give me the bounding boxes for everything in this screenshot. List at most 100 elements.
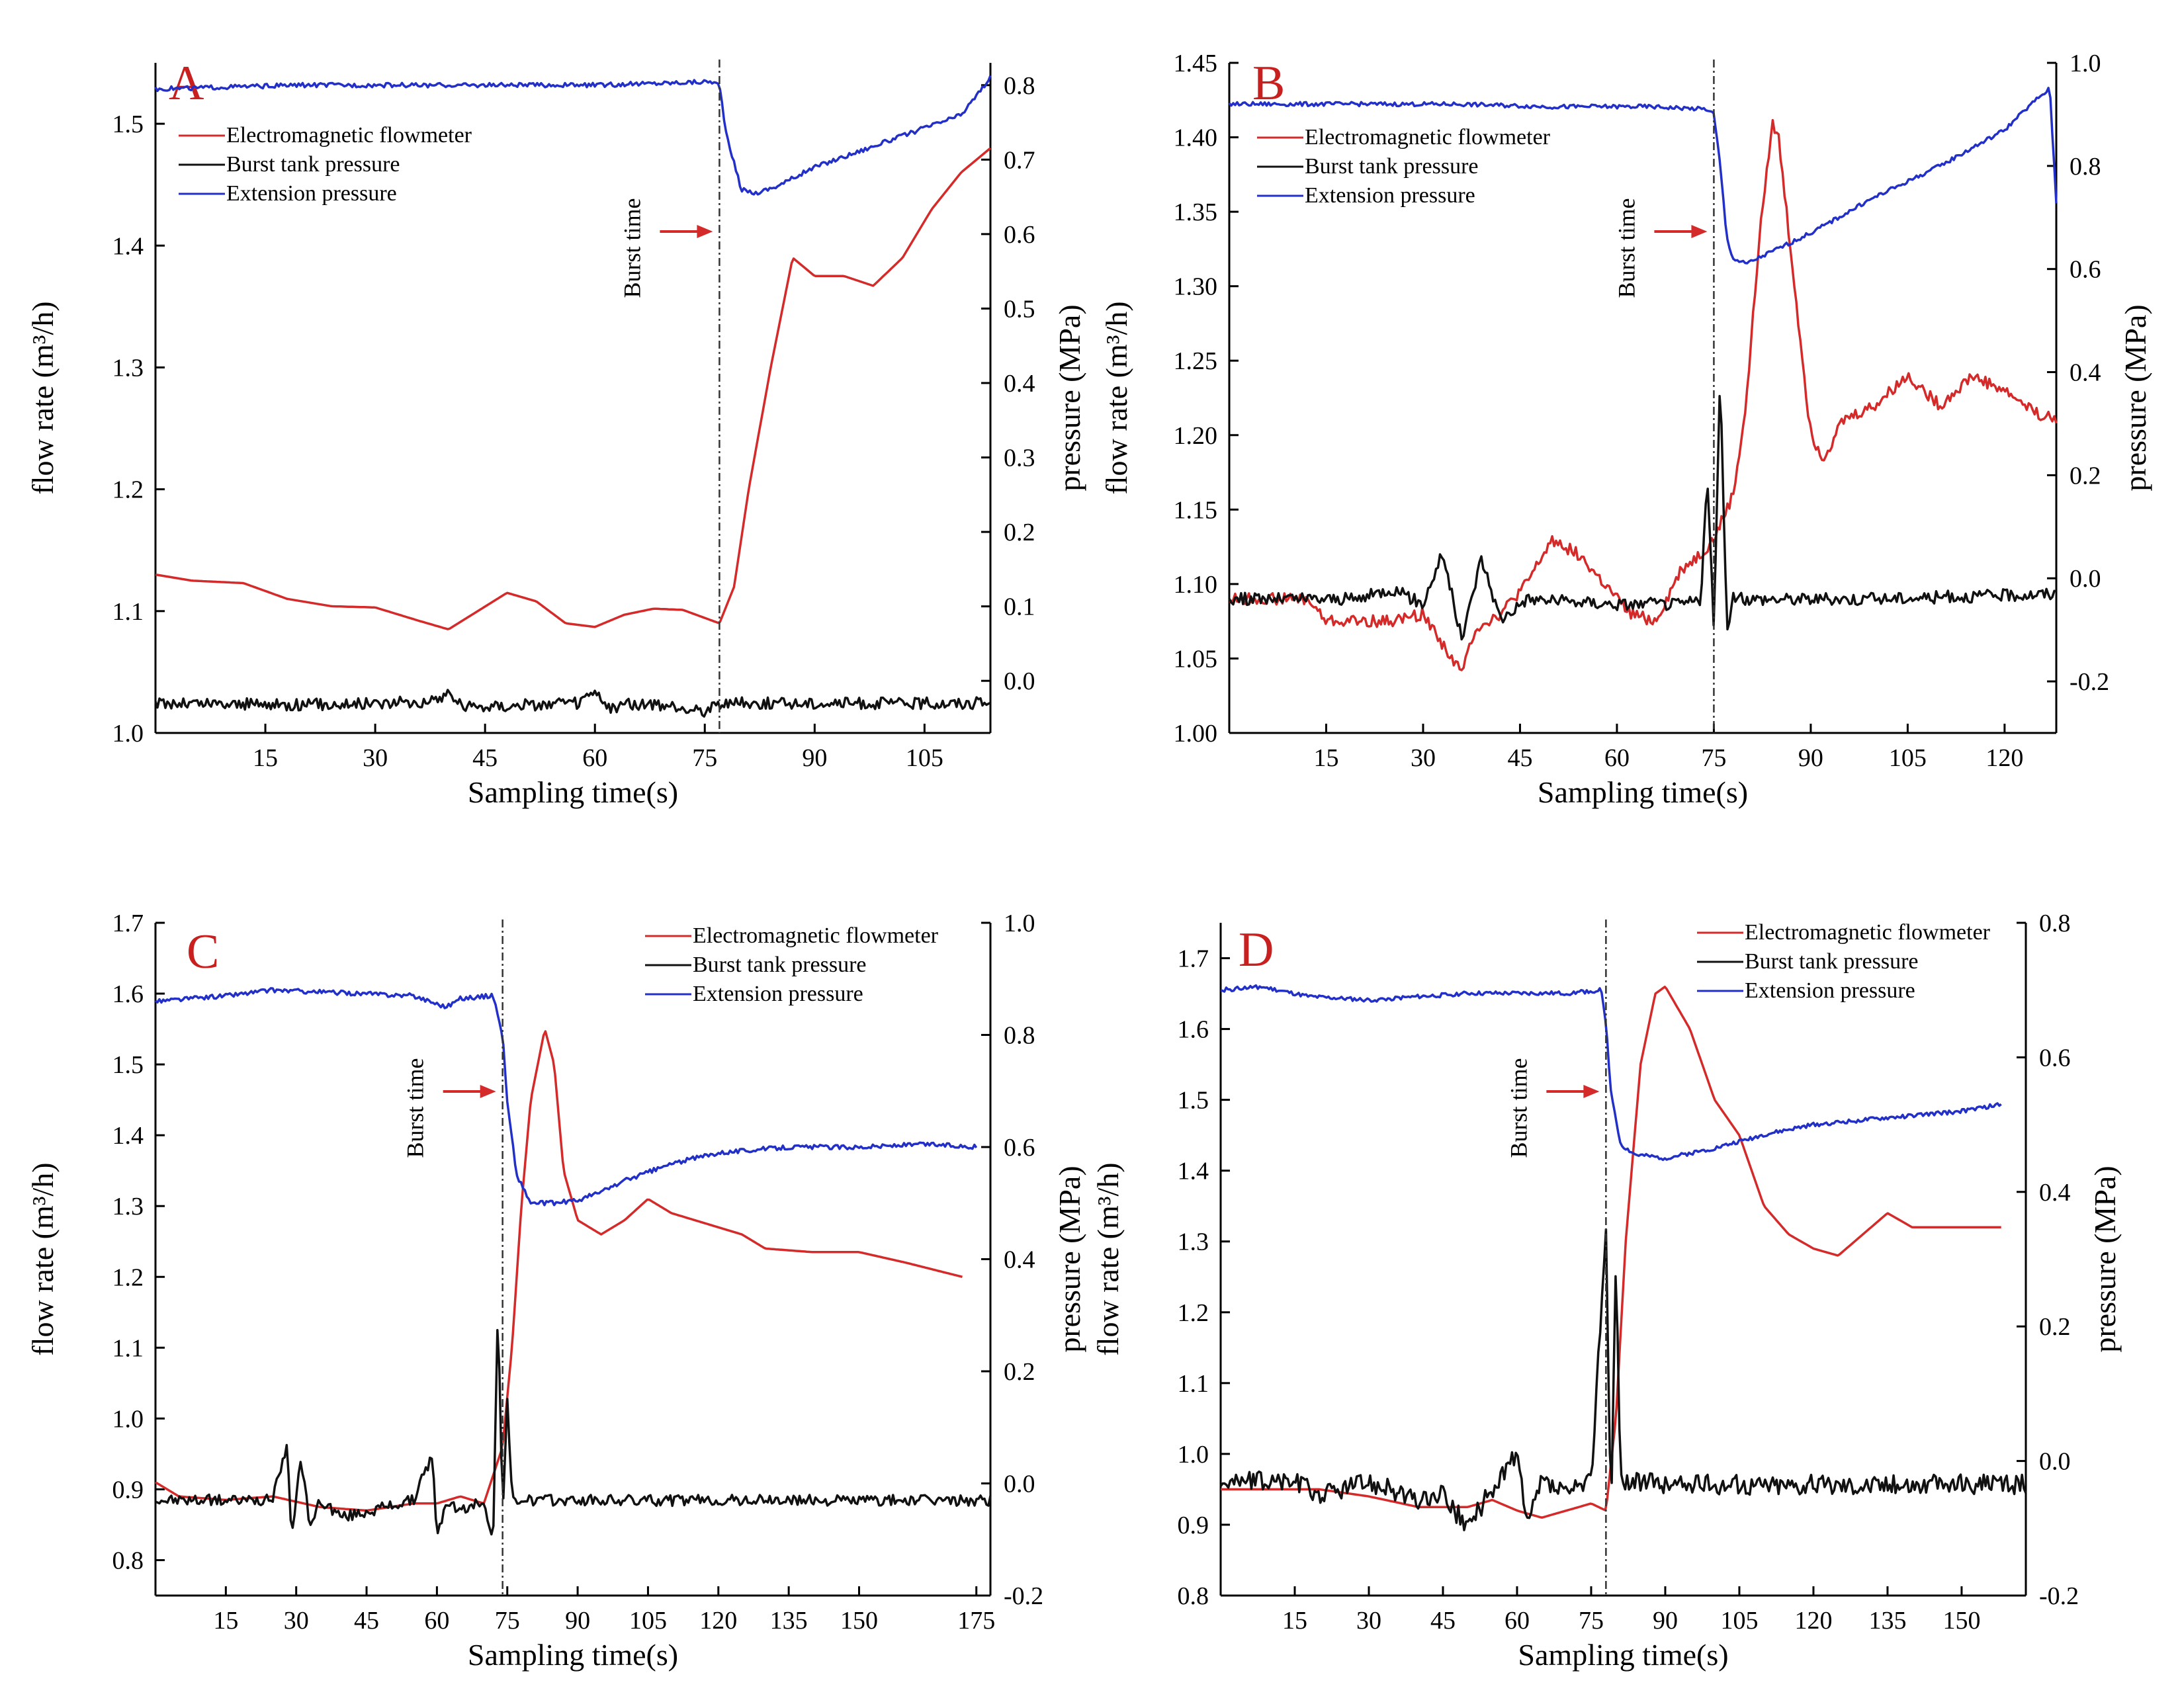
y-left-tick-label: 1.3 xyxy=(112,354,144,382)
legend: Electromagnetic flowmeter Burst tank pres… xyxy=(179,123,472,206)
x-tick-label: 30 xyxy=(1411,744,1436,772)
y-right-tick-label: 0.3 xyxy=(1004,445,1035,472)
x-axis-title: Sampling time(s) xyxy=(468,1638,678,1672)
y-right-tick-label: -0.2 xyxy=(1004,1582,1043,1610)
x-tick-label: 75 xyxy=(495,1607,520,1635)
y-right-tick-label: 0.4 xyxy=(2039,1179,2071,1207)
y-left-tick-label: 1.0 xyxy=(112,720,144,747)
y-left-tick-label: 1.6 xyxy=(112,980,144,1008)
y-right-tick-label: 0.2 xyxy=(2039,1313,2071,1341)
y-left-tick-label: 1.3 xyxy=(112,1193,144,1220)
x-tick-label: 90 xyxy=(1798,744,1823,772)
legend-label: Extension pressure xyxy=(1745,978,1915,1003)
y-left-tick-label: 0.9 xyxy=(112,1476,144,1504)
series-line-electromagnetic-flowmeter xyxy=(155,147,992,630)
y-left-tick-label: 1.6 xyxy=(1178,1016,1209,1044)
y-left-tick-label: 1.0 xyxy=(1178,1441,1209,1469)
y-right-tick-label: 0.6 xyxy=(2039,1044,2071,1072)
legend-label: Electromagnetic flowmeter xyxy=(693,923,939,948)
y-right-tick-label: 0.6 xyxy=(1004,221,1035,249)
x-tick-label: 135 xyxy=(1868,1607,1906,1635)
y-left-tick-label: 1.5 xyxy=(112,110,144,138)
y-left-tick-label: 1.2 xyxy=(112,476,144,504)
y-right-tick-label: -0.2 xyxy=(2039,1582,2079,1610)
series-line-extension-pressure xyxy=(154,987,978,1207)
burst-time-label: Burst time xyxy=(402,1058,429,1158)
legend: Electromagnetic flowmeter Burst tank pres… xyxy=(1697,920,1991,1003)
series-line-electromagnetic-flowmeter xyxy=(155,1030,963,1512)
series-line-electromagnetic-flowmeter xyxy=(1229,118,2058,671)
y-left-tick-label: 1.5 xyxy=(1178,1087,1209,1115)
y-left-tick-label: 1.1 xyxy=(1178,1370,1209,1398)
x-tick-label: 175 xyxy=(957,1607,995,1635)
y-right-tick-label: 0.8 xyxy=(1004,72,1035,100)
x-tick-label: 105 xyxy=(1889,744,1927,772)
y-left-tick-label: 1.7 xyxy=(112,910,144,937)
x-tick-label: 45 xyxy=(472,744,498,772)
y-left-tick-label: 1.5 xyxy=(112,1051,144,1079)
y-left-tick-label: 1.20 xyxy=(1174,422,1218,450)
y-right-tick-label: -0.2 xyxy=(2070,668,2109,696)
y-right-tick-label: 0.4 xyxy=(2070,359,2101,387)
y-right-tick-label: 1.0 xyxy=(1004,910,1035,937)
series-line-burst-tank-pressure xyxy=(154,689,991,718)
x-tick-label: 60 xyxy=(1504,1607,1530,1635)
y-left-tick-label: 1.4 xyxy=(1178,1158,1209,1185)
y-right-tick-label: 0.8 xyxy=(2039,910,2071,937)
series-line-burst-tank-pressure xyxy=(1219,1228,2027,1531)
x-tick-label: 75 xyxy=(1701,744,1726,772)
x-tick-label: 150 xyxy=(1942,1607,1980,1635)
y-axis-right-title: pressure (MPa) xyxy=(2088,1166,2122,1352)
x-tick-label: 90 xyxy=(1653,1607,1678,1635)
y-left-tick-label: 0.8 xyxy=(112,1547,144,1574)
y-right-tick-label: 0.6 xyxy=(1004,1134,1035,1162)
y-right-tick-label: 0.1 xyxy=(1004,593,1035,621)
series-line-extension-pressure xyxy=(154,75,992,196)
legend-label: Electromagnetic flowmeter xyxy=(226,123,472,148)
chart-panel-b: 15 30 45 60 75 90 105 120 1.00 1.05 1.10 1.15 1.20 1.… xyxy=(1100,50,2152,809)
y-left-tick-label: 0.8 xyxy=(1178,1582,1209,1610)
legend-label: Burst tank pressure xyxy=(226,152,400,177)
legend: Electromagnetic flowmeter Burst tank pres… xyxy=(645,923,939,1006)
chart-panel-d: 15 30 45 60 75 90 105 120 135 150 0.8 0.9 1.0 1.1 1.2 1… xyxy=(1091,910,2122,1672)
y-axis-left-title: flow rate (m³/h) xyxy=(26,1162,60,1355)
legend-label: Electromagnetic flowmeter xyxy=(1745,920,1991,945)
x-tick-label: 30 xyxy=(1356,1607,1381,1635)
y-left-tick-label: 1.4 xyxy=(112,1122,144,1150)
y-axis-right-title: pressure (MPa) xyxy=(2118,304,2152,491)
x-tick-label: 60 xyxy=(582,744,607,772)
burst-time-label: Burst time xyxy=(1613,198,1639,298)
burst-time-label: Burst time xyxy=(1505,1058,1532,1158)
y-right-tick-label: 0.2 xyxy=(1004,519,1035,546)
panel-letter: B xyxy=(1252,56,1285,110)
y-left-tick-label: 0.9 xyxy=(1178,1512,1209,1539)
burst-arrow-head xyxy=(1583,1085,1600,1098)
burst-arrow-head xyxy=(1691,225,1708,238)
panel-letter: C xyxy=(187,925,219,979)
x-tick-label: 120 xyxy=(699,1607,737,1635)
x-tick-label: 15 xyxy=(213,1607,238,1635)
y-left-tick-label: 1.10 xyxy=(1174,571,1218,599)
x-tick-label: 90 xyxy=(802,744,827,772)
y-axis-left-title: flow rate (m³/h) xyxy=(1100,301,1133,494)
series-line-extension-pressure xyxy=(1220,984,2002,1162)
y-left-tick-label: 1.15 xyxy=(1174,496,1218,524)
x-tick-label: 60 xyxy=(424,1607,449,1635)
x-tick-label: 45 xyxy=(1507,744,1532,772)
y-right-tick-label: 0.7 xyxy=(1004,146,1035,174)
legend-label: Burst tank pressure xyxy=(1745,949,1919,974)
burst-arrow-head xyxy=(480,1085,496,1098)
y-right-tick-label: 0.0 xyxy=(2039,1448,2071,1476)
series-line-burst-tank-pressure xyxy=(155,1328,992,1536)
x-tick-label: 120 xyxy=(1985,744,2023,772)
y-left-tick-label: 1.30 xyxy=(1174,273,1218,301)
y-left-tick-label: 1.0 xyxy=(112,1405,144,1433)
x-tick-label: 60 xyxy=(1604,744,1630,772)
burst-arrow-head xyxy=(697,225,713,238)
y-left-tick-label: 1.00 xyxy=(1174,720,1218,747)
y-axis-left-title: flow rate (m³/h) xyxy=(1091,1162,1125,1355)
x-tick-label: 30 xyxy=(284,1607,309,1635)
x-tick-label: 135 xyxy=(770,1607,808,1635)
x-tick-label: 45 xyxy=(354,1607,379,1635)
